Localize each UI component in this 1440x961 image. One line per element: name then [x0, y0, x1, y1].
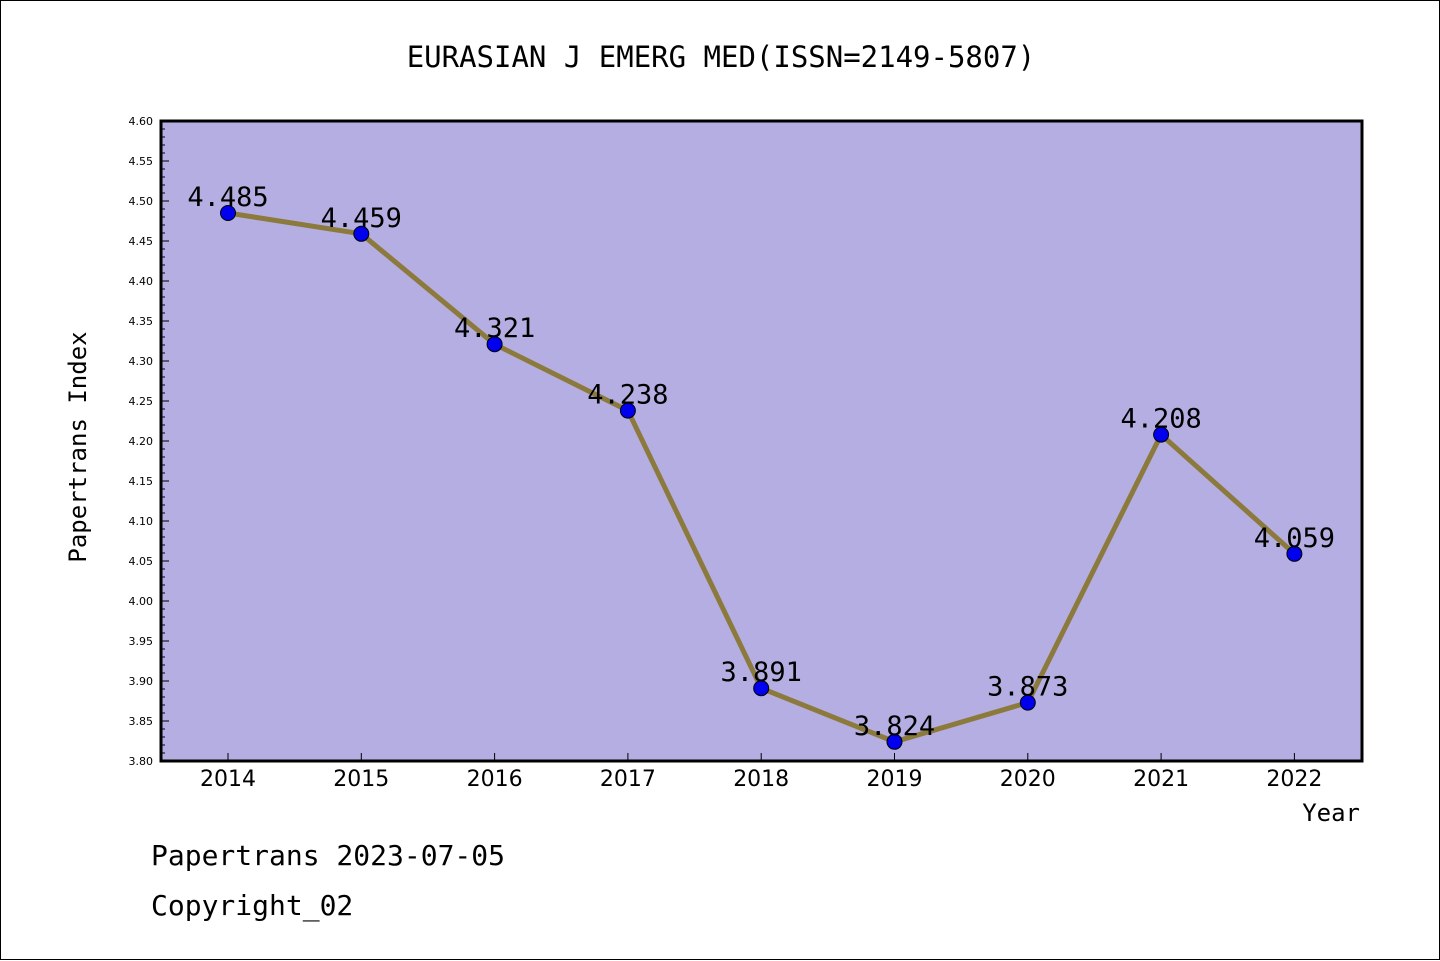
x-tick-label: 2022 [1266, 767, 1322, 792]
y-tick-label: 4.45 [129, 235, 154, 248]
data-label: 3.824 [854, 711, 935, 742]
data-point [1019, 694, 1036, 711]
data-point [353, 225, 370, 242]
y-tick-label: 3.90 [129, 675, 154, 688]
x-tick-label: 2021 [1133, 767, 1189, 792]
data-point [886, 733, 903, 750]
data-label: 4.059 [1254, 523, 1335, 554]
data-point [486, 336, 503, 353]
plot-border [159, 119, 1364, 763]
y-tick-label: 4.55 [129, 155, 154, 168]
series-markers [220, 205, 1303, 750]
x-axis-label: Year [1302, 799, 1360, 827]
y-tick-label: 4.30 [129, 355, 154, 368]
y-tick-label: 4.25 [129, 395, 154, 408]
x-tick-label: 2017 [600, 767, 656, 792]
y-axis-label: Papertrans Index [64, 331, 92, 562]
chart-title: EURASIAN J EMERG MED(ISSN=2149-5807) [407, 40, 1036, 74]
y-tick-label: 4.40 [129, 275, 154, 288]
y-tick-label: 4.20 [129, 435, 154, 448]
y-tick-label: 4.35 [129, 315, 154, 328]
y-tick-label: 3.95 [129, 635, 154, 648]
data-label: 4.208 [1120, 404, 1201, 435]
data-labels: 4.485 4.459 4.321 4.238 3.891 3.824 3.873 4.208… [187, 182, 1335, 742]
footer-date: Papertrans 2023-07-05 [151, 839, 505, 872]
y-tick-label: 3.85 [129, 715, 154, 728]
x-tick-label: 2020 [1000, 767, 1056, 792]
x-tick-label: 2016 [467, 767, 523, 792]
x-axis: 2014 2015 2016 2017 2018 2019 2020 2021 2022 [200, 753, 1322, 792]
y-tick-label: 4.15 [129, 475, 154, 488]
data-point [753, 680, 770, 697]
y-tick-label: 4.50 [129, 195, 154, 208]
y-axis: 3.80 3.85 3.90 3.95 4.00 4.05 4.10 4.15 4.20 4.25… [129, 115, 169, 768]
y-tick-label: 4.60 [129, 115, 154, 128]
data-point [1153, 426, 1170, 443]
data-label: 3.873 [987, 672, 1068, 703]
footer-copyright: Copyright_02 [151, 889, 353, 923]
x-tick-label: 2014 [200, 767, 256, 792]
y-tick-label: 4.05 [129, 555, 154, 568]
y-tick-label: 3.80 [129, 755, 154, 768]
data-label: 4.321 [454, 313, 535, 344]
data-label: 4.485 [187, 182, 268, 213]
data-point [1286, 545, 1303, 562]
y-tick-label: 4.10 [129, 515, 154, 528]
data-point [619, 402, 636, 419]
x-tick-label: 2015 [333, 767, 389, 792]
x-tick-label: 2018 [733, 767, 789, 792]
x-tick-label: 2019 [867, 767, 923, 792]
data-label: 4.238 [587, 380, 668, 411]
data-label: 3.891 [721, 657, 802, 688]
data-label: 4.459 [321, 203, 402, 234]
data-point [220, 205, 236, 221]
y-tick-label: 4.00 [129, 595, 154, 608]
